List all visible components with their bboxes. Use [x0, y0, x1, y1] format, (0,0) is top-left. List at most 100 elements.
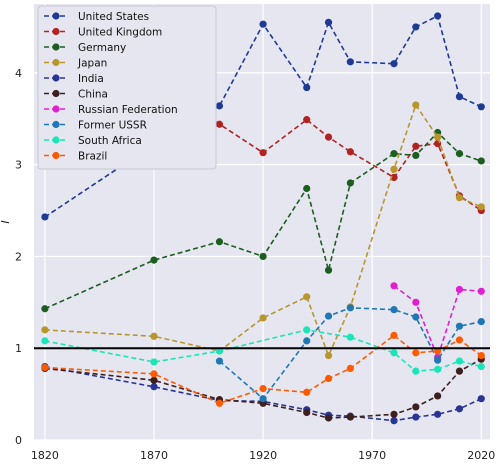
- data-point: [455, 194, 464, 202]
- legend-label: Japan: [77, 58, 107, 70]
- data-point: [477, 103, 485, 111]
- data-point: [477, 362, 485, 371]
- data-point: [477, 287, 485, 295]
- data-point: [412, 23, 420, 31]
- data-point: [303, 337, 311, 345]
- data-point: [346, 179, 354, 187]
- data-point: [455, 285, 464, 294]
- data-point: [303, 326, 311, 334]
- data-point: [390, 306, 398, 314]
- legend-marker: [52, 74, 60, 82]
- data-point: [215, 120, 224, 128]
- data-point: [41, 326, 49, 334]
- series-line: [218, 306, 482, 400]
- y-tick-label: 4: [15, 67, 22, 80]
- x-tick-label: 1870: [140, 449, 168, 462]
- legend-marker: [52, 136, 60, 144]
- legend-label: India: [78, 73, 104, 85]
- data-point: [412, 349, 420, 357]
- data-point: [412, 151, 420, 160]
- data-point: [412, 313, 420, 321]
- data-point: [346, 364, 354, 373]
- data-point: [346, 333, 354, 341]
- x-tick-label: 1820: [31, 449, 59, 462]
- y-tick-label: 0: [15, 434, 22, 447]
- legend-marker: [52, 12, 60, 20]
- data-point: [346, 413, 354, 421]
- data-point: [455, 405, 464, 413]
- axes: 1820 1870 1920 1970 2020 0 1 2 3 4 I: [0, 67, 495, 462]
- data-point: [303, 116, 311, 124]
- data-point: [324, 374, 333, 383]
- data-point: [303, 388, 311, 396]
- y-tick-label: 1: [15, 342, 22, 355]
- series-line: [44, 365, 482, 422]
- data-point: [303, 293, 311, 301]
- legend-marker: [52, 27, 60, 36]
- data-point: [477, 395, 485, 403]
- data-point: [346, 304, 354, 312]
- data-point: [412, 403, 420, 411]
- data-point: [412, 101, 420, 109]
- data-point: [390, 60, 398, 68]
- data-point: [215, 399, 224, 407]
- data-point: [150, 376, 158, 384]
- data-point: [434, 410, 442, 418]
- data-point: [477, 351, 485, 360]
- data-point: [477, 317, 485, 326]
- legend-label: Brazil: [78, 151, 107, 163]
- data-point: [390, 150, 398, 158]
- x-tick-label: 1970: [358, 449, 386, 462]
- data-point: [324, 18, 333, 26]
- series-line: [44, 131, 482, 310]
- y-tick-label: 3: [15, 159, 22, 172]
- data-point: [412, 413, 420, 421]
- legend-box: [37, 5, 217, 170]
- legend-marker: [52, 58, 60, 67]
- legend-marker: [52, 43, 60, 51]
- data-point: [434, 365, 442, 373]
- legend-label: United States: [78, 11, 149, 23]
- data-point: [455, 367, 464, 375]
- data-point: [455, 93, 464, 101]
- data-point: [455, 150, 464, 158]
- data-point: [390, 173, 398, 182]
- data-point: [303, 408, 311, 417]
- series-former-ussr: [215, 304, 485, 403]
- data-point: [434, 356, 442, 364]
- data-point: [390, 417, 398, 425]
- data-point: [477, 157, 485, 165]
- data-point: [455, 322, 464, 330]
- legend-label: Russian Federation: [78, 104, 178, 116]
- data-point: [346, 58, 354, 66]
- data-point: [412, 367, 420, 375]
- data-point: [390, 410, 398, 418]
- data-point: [434, 133, 442, 141]
- series-line: [44, 82, 482, 212]
- data-point: [259, 252, 267, 261]
- data-point: [390, 331, 398, 339]
- data-point: [324, 133, 333, 141]
- data-point: [259, 384, 267, 393]
- data-point: [41, 213, 49, 221]
- series-brazil: [41, 331, 485, 407]
- data-point: [150, 358, 158, 366]
- y-axis-label: I: [0, 220, 12, 223]
- data-point: [455, 357, 464, 365]
- data-point: [434, 12, 442, 20]
- data-point: [455, 336, 464, 344]
- legend-marker: [52, 151, 60, 160]
- data-point: [259, 20, 267, 28]
- data-point: [303, 83, 311, 92]
- data-point: [412, 142, 420, 150]
- data-point: [324, 414, 333, 422]
- series-line: [44, 103, 482, 358]
- series-japan: [41, 101, 485, 360]
- data-point: [41, 363, 49, 372]
- legend-label: South Africa: [78, 135, 142, 147]
- series-group: [34, 12, 490, 425]
- data-point: [259, 314, 267, 322]
- data-point: [346, 148, 354, 156]
